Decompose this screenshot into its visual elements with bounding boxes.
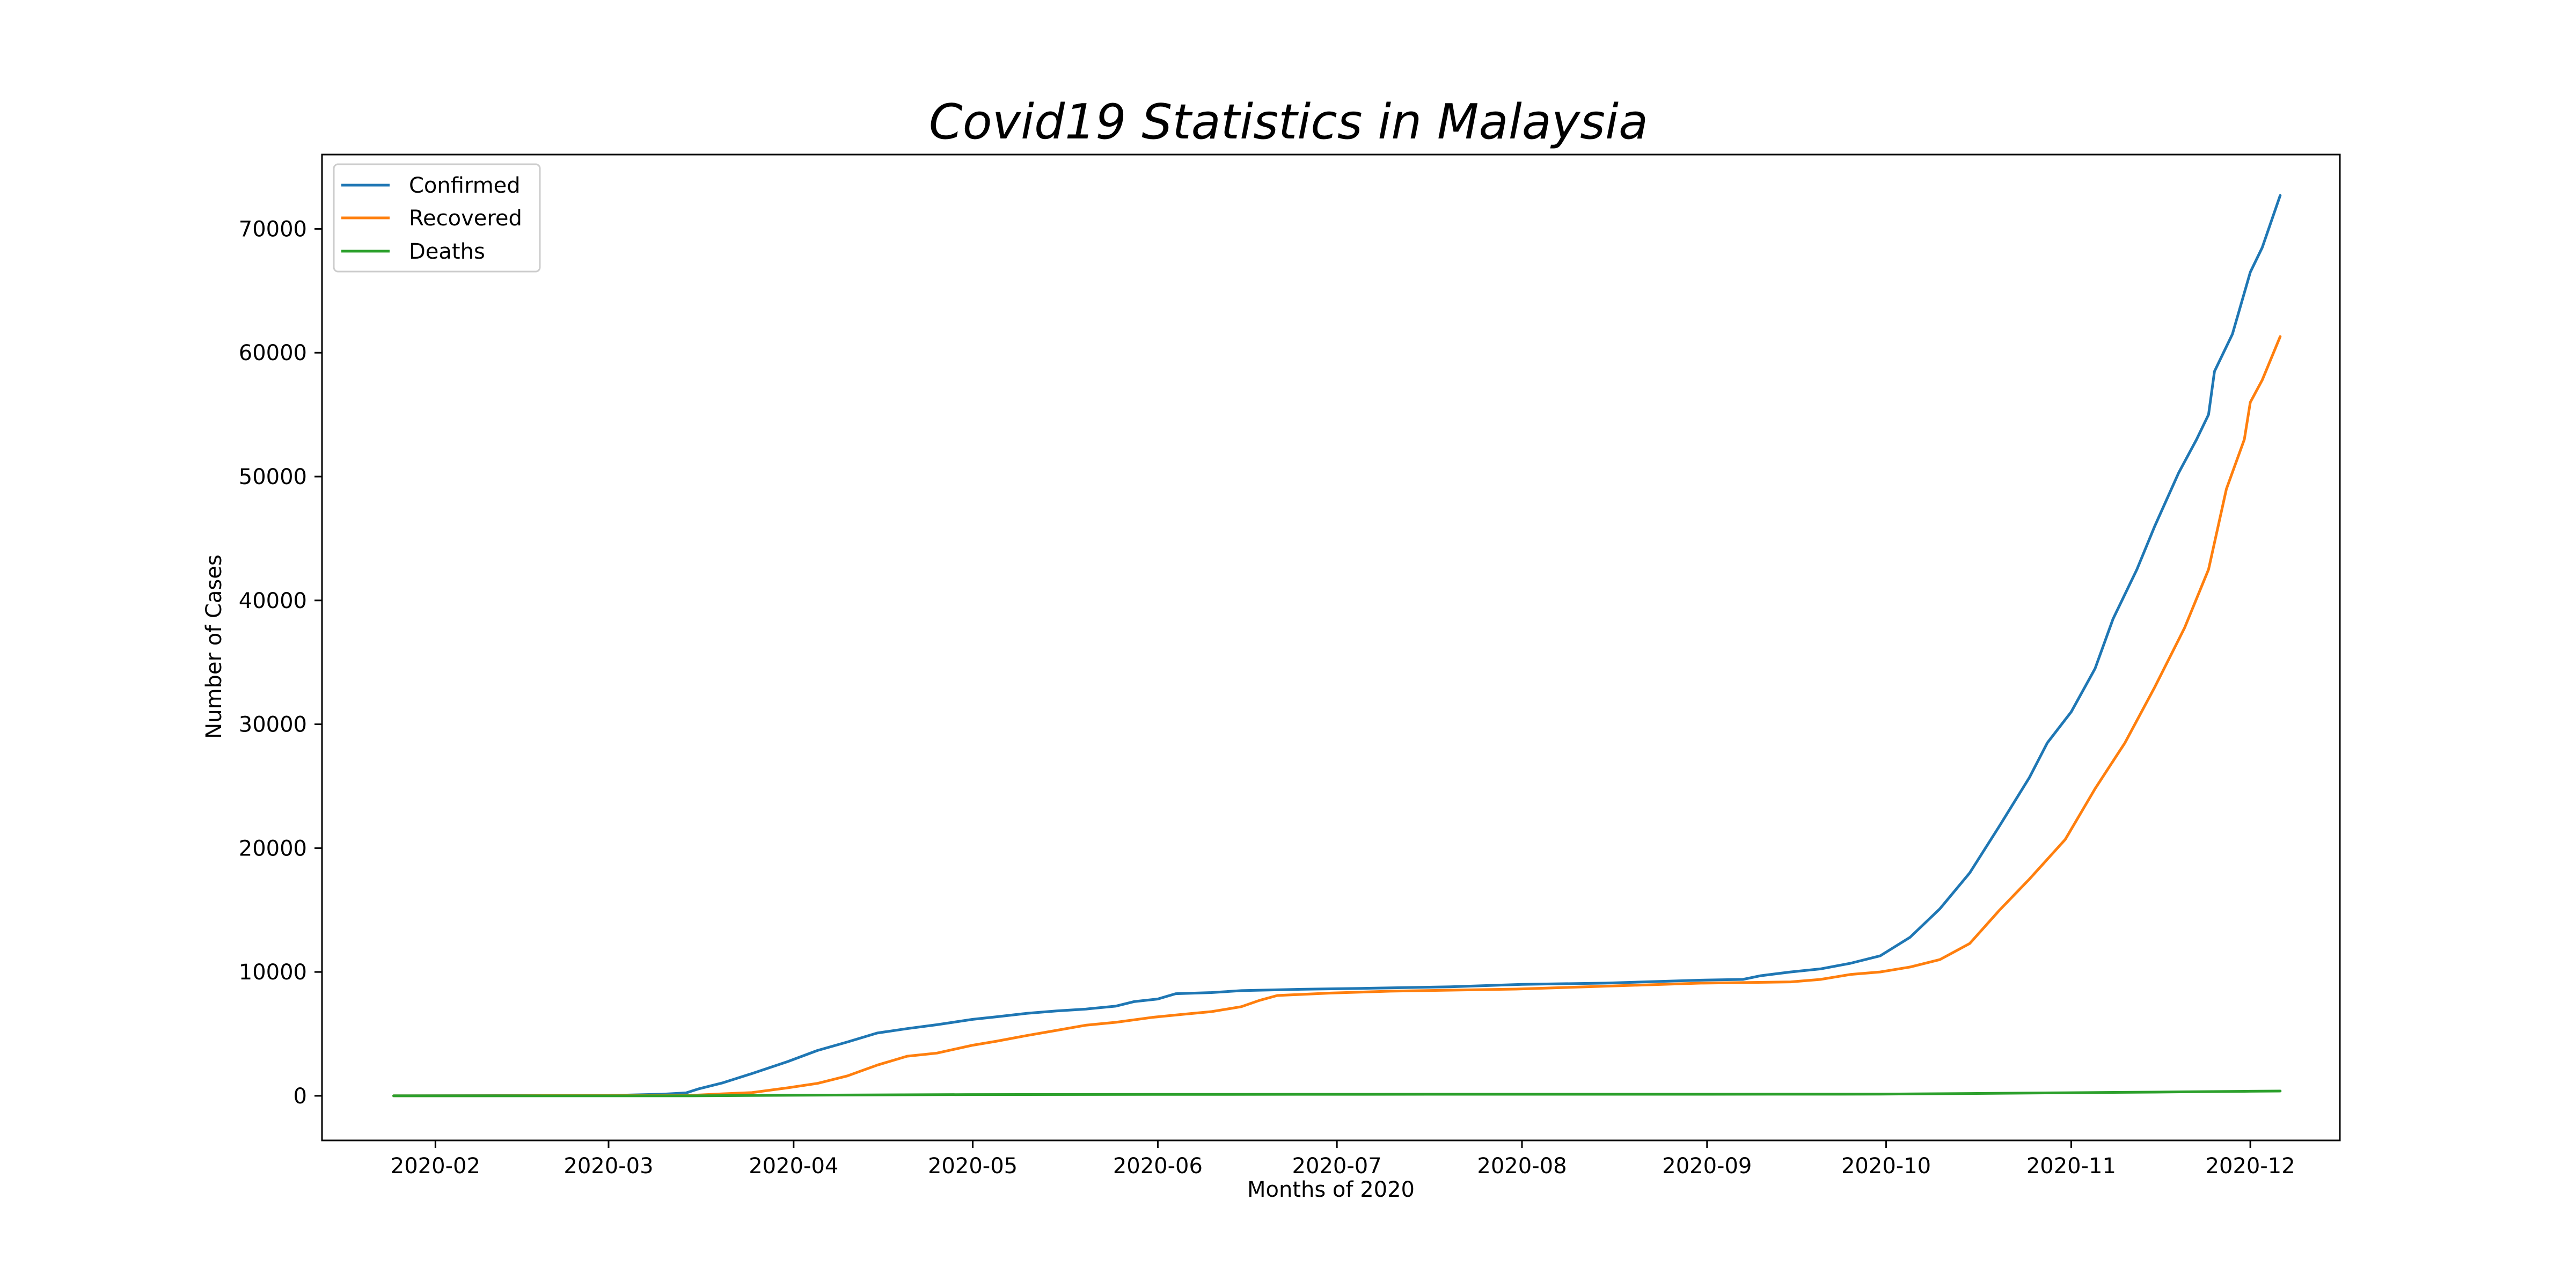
y-tick-label: 40000 <box>239 589 307 613</box>
legend-box <box>333 163 541 273</box>
x-tick-label: 2020-06 <box>1113 1154 1203 1179</box>
legend-label-recovered: Recovered <box>409 206 522 231</box>
x-tick-label: 2020-03 <box>564 1154 653 1179</box>
plot-frame <box>321 153 2341 1141</box>
plot-lines <box>392 194 2282 1097</box>
y-axis: 0 10000 20000 30000 40000 50000 60000 70000 <box>239 217 322 1109</box>
x-tick-label: 2020-11 <box>2026 1154 2116 1179</box>
series-line-recovered <box>392 335 2282 1097</box>
x-tick-label: 2020-04 <box>749 1154 838 1179</box>
y-tick-label: 0 <box>294 1084 307 1109</box>
legend-label-deaths: Deaths <box>409 239 485 264</box>
x-tick-label: 2020-05 <box>928 1154 1018 1179</box>
y-axis-label: Number of Cases <box>202 554 226 738</box>
x-tick-label: 2020-02 <box>391 1154 480 1179</box>
y-tick-label: 30000 <box>239 713 307 737</box>
y-tick-label: 60000 <box>239 341 307 365</box>
y-tick-label: 70000 <box>239 217 307 241</box>
legend: Confirmed Recovered Deaths <box>333 163 541 273</box>
x-axis: 2020-02 2020-03 2020-04 2020-05 2020-06 2020-… <box>391 1140 2295 1179</box>
legend-label-confirmed: Confirmed <box>409 173 521 198</box>
y-tick-label: 20000 <box>239 836 307 861</box>
x-tick-label: 2020-09 <box>1662 1154 1752 1179</box>
series-line-confirmed <box>392 194 2282 1097</box>
x-tick-label: 2020-12 <box>2206 1154 2295 1179</box>
chart-title: Covid19 Statistics in Malaysia <box>929 94 1648 150</box>
y-tick-label: 10000 <box>239 960 307 985</box>
x-axis-label: Months of 2020 <box>1247 1177 1415 1202</box>
x-tick-label: 2020-10 <box>1841 1154 1931 1179</box>
x-tick-label: 2020-08 <box>1477 1154 1567 1179</box>
series-line-deaths <box>392 1089 2282 1097</box>
y-tick-label: 50000 <box>239 465 307 489</box>
x-tick-label: 2020-07 <box>1292 1154 1382 1179</box>
